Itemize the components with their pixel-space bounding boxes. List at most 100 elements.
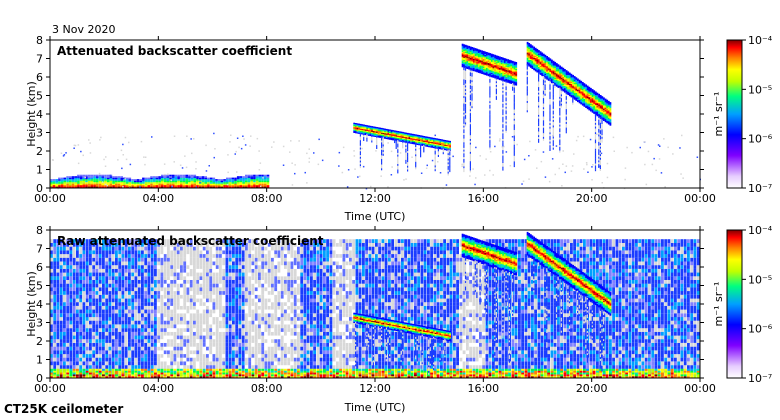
backscatter-cell — [578, 87, 581, 89]
backscatter-cell — [105, 365, 109, 369]
backscatter-cell — [423, 141, 425, 143]
backscatter-cell — [502, 100, 504, 103]
backscatter-cell — [415, 141, 417, 143]
backscatter-cell — [166, 180, 170, 183]
backscatter-cell — [407, 147, 409, 150]
backscatter-cell — [546, 60, 548, 62]
backscatter-cell — [53, 254, 57, 258]
backscatter-cell — [575, 93, 578, 96]
backscatter-cell — [555, 76, 558, 78]
backscatter-cell — [583, 85, 586, 87]
backscatter-cell — [510, 77, 513, 79]
backscatter-cell — [79, 335, 83, 340]
backscatter-cell — [529, 55, 532, 57]
backscatter-cell — [464, 45, 467, 48]
backscatter-cell — [102, 283, 105, 288]
backscatter-cell — [463, 129, 465, 132]
backscatter-cell — [542, 103, 545, 106]
backscatter-cell — [573, 83, 576, 86]
backscatter-cell — [105, 272, 109, 277]
backscatter-cell — [481, 72, 483, 74]
backscatter-cell — [473, 55, 475, 57]
backscatter-cell — [502, 122, 504, 125]
backscatter-cell — [594, 124, 597, 127]
backscatter-cell — [461, 64, 464, 67]
backscatter-cell — [599, 169, 601, 171]
backscatter-cell — [508, 69, 511, 72]
backscatter-cell — [538, 98, 540, 101]
backscatter-cell — [444, 147, 447, 150]
backscatter-cell — [559, 124, 561, 127]
backscatter-cell — [554, 75, 557, 77]
backscatter-cell — [559, 78, 561, 81]
backscatter-cell — [489, 119, 491, 122]
backscatter-cell — [415, 161, 417, 164]
backscatter-cell — [449, 151, 451, 154]
backscatter-cell — [468, 45, 470, 48]
backscatter-cell — [76, 320, 79, 325]
backscatter-cell — [220, 182, 224, 184]
backscatter-cell — [182, 176, 186, 178]
backscatter-cell — [166, 176, 170, 178]
backscatter-cell — [89, 361, 92, 366]
backscatter-cell — [559, 117, 561, 120]
backscatter-cell — [547, 73, 550, 76]
backscatter-cell — [503, 77, 506, 79]
backscatter-cell — [212, 179, 216, 181]
backscatter-cell — [489, 72, 492, 74]
backscatter-cell — [416, 141, 419, 143]
backscatter-cell — [541, 64, 544, 67]
backscatter-cell — [66, 361, 70, 366]
backscatter-cell — [105, 316, 109, 321]
backscatter-cell — [407, 165, 409, 168]
backscatter-cell — [586, 98, 589, 101]
backscatter-cell — [152, 179, 156, 181]
backscatter-cell — [499, 74, 501, 76]
backscatter-cell — [66, 320, 70, 325]
backscatter-cell — [108, 350, 112, 355]
backscatter-cell — [474, 70, 477, 72]
backscatter-cell — [407, 164, 409, 166]
backscatter-cell — [508, 82, 511, 84]
backscatter-cell — [258, 186, 262, 189]
backscatter-cell — [215, 185, 218, 187]
backscatter-cell — [63, 180, 67, 183]
backscatter-cell — [355, 126, 357, 128]
backscatter-cell — [79, 176, 83, 178]
backscatter-cell — [63, 313, 66, 318]
backscatter-cell — [598, 121, 600, 124]
backscatter-cell — [111, 268, 115, 273]
backscatter-cell — [231, 183, 235, 186]
backscatter-cell — [494, 62, 496, 64]
backscatter-cell — [541, 60, 544, 62]
backscatter-cell — [572, 82, 574, 85]
backscatter-cell — [449, 148, 451, 151]
backscatter-cell — [387, 131, 390, 133]
backscatter-cell — [182, 180, 186, 183]
backscatter-cell — [433, 138, 435, 141]
backscatter-cell — [353, 126, 356, 128]
backscatter-cell — [486, 53, 488, 55]
backscatter-cell — [555, 66, 558, 68]
backscatter-cell — [577, 81, 579, 84]
backscatter-cell — [468, 47, 470, 49]
backscatter-cell — [58, 185, 61, 187]
backscatter-cell — [583, 86, 586, 88]
backscatter-cell — [85, 324, 89, 329]
backscatter-cell — [109, 183, 113, 186]
backscatter-cell — [253, 176, 256, 178]
backscatter-cell — [494, 75, 496, 78]
backscatter-cell — [549, 78, 552, 80]
backscatter-cell — [568, 80, 571, 82]
backscatter-cell — [461, 45, 464, 48]
backscatter-cell — [423, 137, 425, 139]
backscatter-cell — [513, 92, 515, 95]
backscatter-cell — [549, 136, 551, 139]
backscatter-cell — [528, 54, 531, 56]
backscatter-cell — [538, 53, 540, 55]
backscatter-cell — [549, 73, 552, 76]
backscatter-cell — [500, 60, 503, 62]
backscatter-cell — [536, 48, 539, 51]
backscatter-cell — [490, 61, 493, 63]
backscatter-cell — [464, 94, 467, 97]
